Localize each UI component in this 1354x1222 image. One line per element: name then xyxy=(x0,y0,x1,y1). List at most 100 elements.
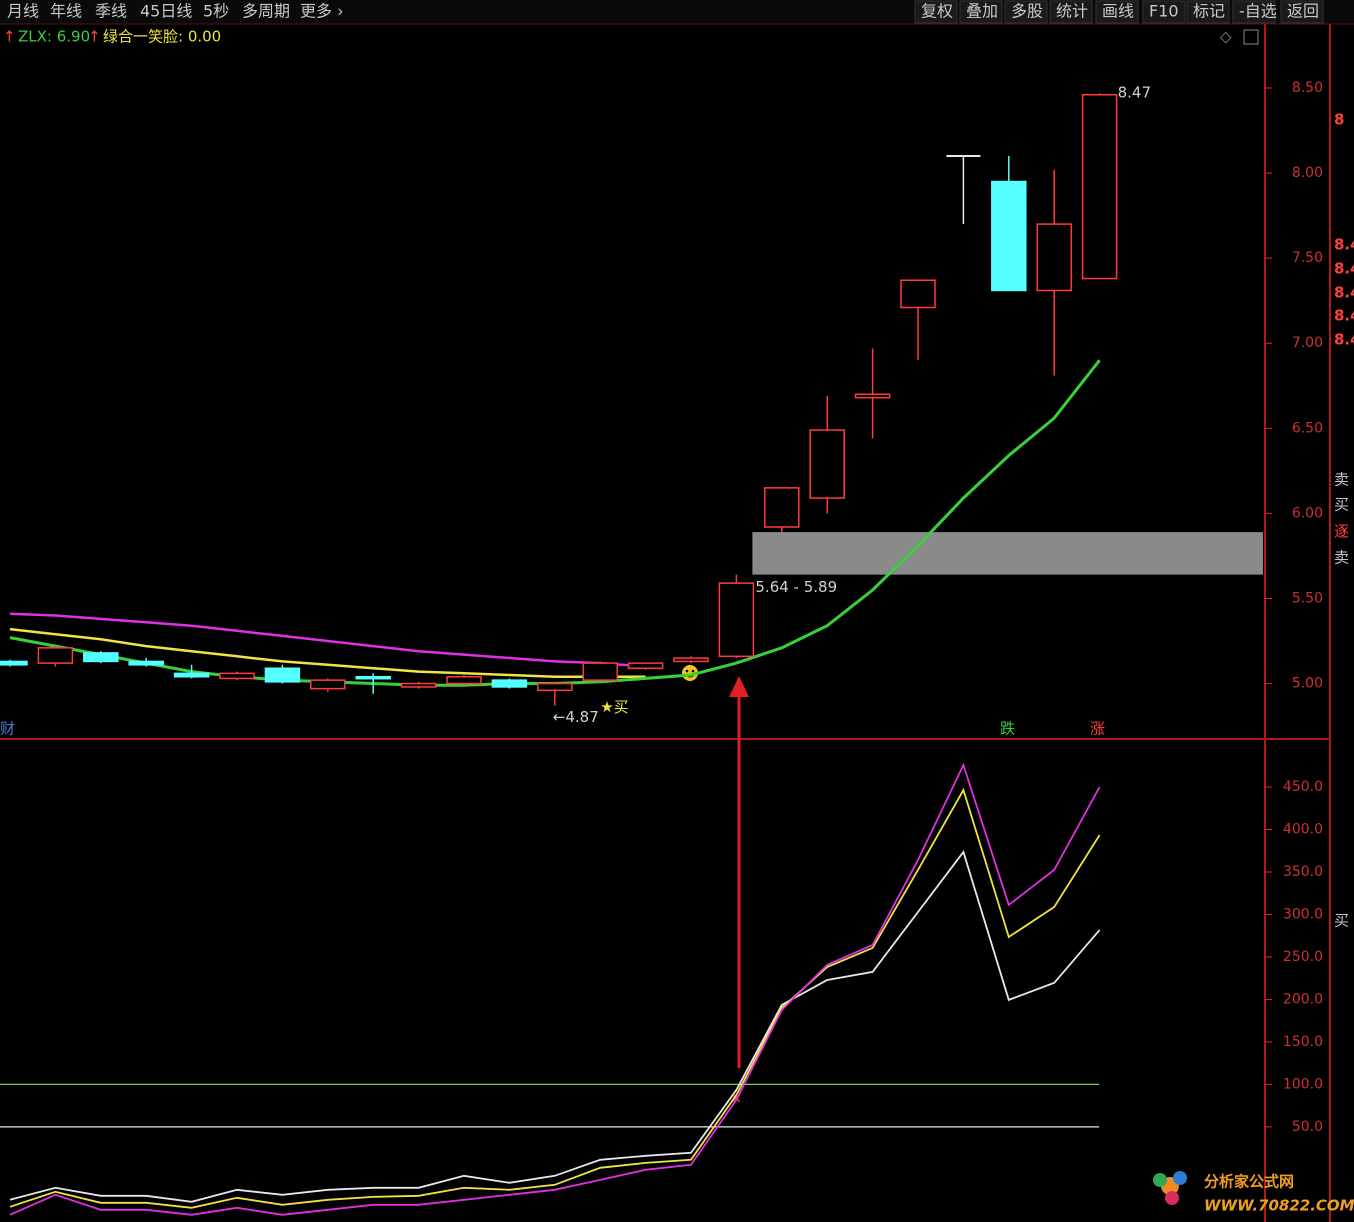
candle-body xyxy=(0,660,28,666)
toolbar-button-bg[interactable] xyxy=(1280,0,1324,24)
y-tick-label: 5.00 xyxy=(1292,676,1323,692)
toolbar-button-bg[interactable] xyxy=(1095,0,1139,24)
moving-average-line xyxy=(9,612,646,668)
smiley-icon xyxy=(682,665,698,681)
diamond-icon[interactable]: ◇ xyxy=(1220,28,1232,46)
candle-body xyxy=(854,393,891,399)
y-tick-label: 100.0 xyxy=(1283,1076,1323,1092)
indicator-line xyxy=(9,787,1101,1209)
candle-body xyxy=(310,679,346,690)
toolbar-button-bg[interactable] xyxy=(1186,0,1230,24)
toolbar-button[interactable]: 月线 xyxy=(7,2,39,21)
logo-petal xyxy=(1153,1173,1167,1187)
event-marker: 涨 xyxy=(1090,720,1105,738)
candle-body xyxy=(900,279,936,309)
candle-body xyxy=(264,667,301,683)
y-tick-label: 450.0 xyxy=(1283,779,1323,795)
y-tick-label: 250.0 xyxy=(1283,949,1323,965)
side-panel-text: 8.4 xyxy=(1334,236,1354,254)
toolbar-button[interactable]: 多股 xyxy=(1011,2,1043,21)
candle-body xyxy=(1036,223,1072,292)
toolbar-button[interactable]: 画线 xyxy=(1102,2,1134,21)
toolbar-button-bg[interactable] xyxy=(914,0,958,24)
toolbar-button-bg[interactable] xyxy=(1049,0,1093,24)
toolbar-button[interactable]: 叠加 xyxy=(966,2,998,21)
toolbar-button[interactable]: 季线 xyxy=(95,2,127,21)
y-tick-label: 7.50 xyxy=(1292,250,1323,266)
smiley-eye xyxy=(685,669,689,673)
y-tick-label: 350.0 xyxy=(1283,864,1323,880)
watermark: 分析家公式网 WWW.70822.COM xyxy=(1153,1171,1354,1215)
side-panel-text: 8.4 xyxy=(1334,260,1354,278)
side-panel-text: 8.4 xyxy=(1334,307,1354,325)
price-annotation: 8.47 xyxy=(1118,84,1151,102)
toolbar-button[interactable]: 5秒 xyxy=(203,2,229,21)
candle-body xyxy=(764,487,800,528)
toolbar-button-bg[interactable] xyxy=(1142,0,1186,24)
candle-body xyxy=(491,679,528,688)
toolbar-button-bg[interactable] xyxy=(1232,0,1276,24)
watermark-title: 分析家公式网 xyxy=(1204,1173,1294,1191)
side-panel-text: 卖 xyxy=(1334,549,1349,567)
price-zone xyxy=(752,532,1263,575)
window-icon[interactable] xyxy=(1243,29,1259,45)
candle-body xyxy=(627,662,664,669)
arrow-icon: ↑ xyxy=(88,28,101,46)
side-panel-text: 买 xyxy=(1334,912,1349,930)
smiley-eye xyxy=(691,669,695,673)
toolbar-button[interactable]: F10 xyxy=(1149,2,1179,21)
toolbar-button[interactable]: 年线 xyxy=(50,2,82,21)
candle-body xyxy=(37,647,74,664)
candle-body xyxy=(219,672,255,680)
toolbar-button[interactable]: 45日线 xyxy=(140,2,192,21)
y-tick-label: 7.00 xyxy=(1292,335,1323,351)
watermark-url: WWW.70822.COM xyxy=(1204,1197,1354,1215)
toolbar-button-bg[interactable] xyxy=(1004,0,1048,24)
y-tick-label: 5.50 xyxy=(1292,590,1323,606)
toolbar-button[interactable]: 统计 xyxy=(1056,2,1088,21)
event-marker: 财 xyxy=(0,720,15,738)
toolbar-button[interactable]: -自选 xyxy=(1239,2,1277,21)
candle-body xyxy=(582,662,618,681)
candle-body xyxy=(1081,94,1118,280)
price-annotation: ★买 xyxy=(600,698,628,716)
side-panel-text: 8.4 xyxy=(1334,284,1354,302)
y-tick-label: 150.0 xyxy=(1283,1034,1323,1050)
side-panel-text: 逐 xyxy=(1334,523,1349,541)
y-tick-label: 50.0 xyxy=(1292,1119,1323,1135)
legend-entry: ZLX: 6.90 xyxy=(18,28,90,46)
y-tick-label: 200.0 xyxy=(1283,991,1323,1007)
candle-body xyxy=(809,429,845,499)
y-tick-label: 8.50 xyxy=(1292,80,1323,96)
candle-body xyxy=(673,657,709,663)
candle-body xyxy=(400,682,437,688)
indicator-line xyxy=(9,850,1101,1203)
side-panel-text: 8.4 xyxy=(1334,331,1354,349)
zone-label: 5.64 - 5.89 xyxy=(755,578,837,596)
candle-body xyxy=(718,582,755,658)
toolbar-button[interactable]: 复权 xyxy=(921,2,953,21)
toolbar-button-bg[interactable] xyxy=(959,0,1003,24)
logo-petal xyxy=(1165,1191,1179,1205)
candle-body xyxy=(173,672,210,678)
candle-body xyxy=(446,675,482,685)
y-tick-label: 400.0 xyxy=(1283,822,1323,838)
signal-arrowhead xyxy=(729,676,749,697)
candle-body xyxy=(83,652,119,663)
side-panel-text: 8 xyxy=(1334,111,1344,129)
toolbar-button[interactable]: 更多 › xyxy=(300,2,344,21)
toolbar-button[interactable]: 返回 xyxy=(1287,2,1319,21)
moving-average-line xyxy=(9,359,1101,687)
price-annotation: ←4.87 xyxy=(553,708,599,726)
y-tick-label: 6.50 xyxy=(1292,420,1323,436)
candle-body xyxy=(991,180,1027,292)
logo-petal xyxy=(1173,1171,1187,1185)
candle-body xyxy=(128,660,164,666)
toolbar-button[interactable]: 标记 xyxy=(1193,2,1225,21)
moving-average-line xyxy=(9,627,646,678)
event-marker: 跌 xyxy=(1000,720,1015,738)
candle-body xyxy=(537,682,573,692)
toolbar-button[interactable]: 多周期 xyxy=(242,2,290,21)
